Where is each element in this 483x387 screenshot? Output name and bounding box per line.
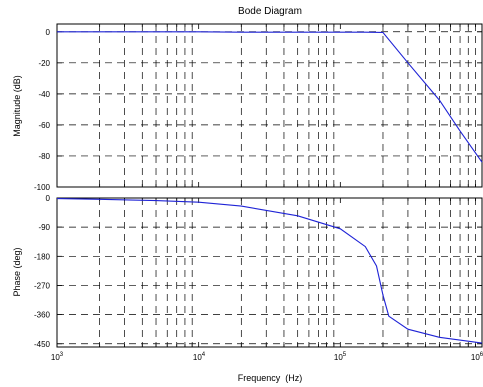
magnitude-plot-area: [57, 24, 483, 187]
phase-tick-label: -270: [34, 281, 51, 290]
magnitude-tick-label: -20: [38, 59, 50, 68]
phase-ticks: [56, 197, 482, 347]
frequency-tick-label: 103: [51, 352, 64, 362]
phase-series-line: [56, 198, 483, 344]
frequency-tick-label: 104: [193, 352, 206, 362]
magnitude-ticks: [56, 24, 482, 188]
frequency-tick-label: 105: [334, 352, 347, 362]
phase-tick-label: -450: [34, 340, 51, 349]
phase-axis-label: Phase (deg): [12, 247, 22, 296]
magnitude-series-line: [57, 31, 483, 163]
magnitude-tick-label: -60: [38, 121, 50, 130]
magnitude-tick-labels: 0 -20 -40 -60 -80 -100: [34, 28, 51, 192]
magnitude-tick-label: -80: [38, 152, 50, 161]
phase-tick-labels: 0 -90 -180 -270 -360 -450: [34, 194, 51, 349]
frequency-axis-label: Frequency (Hz): [238, 373, 303, 383]
magnitude-panel: 0 -20 -40 -60 -80 -100 Magnitude (dB): [12, 23, 483, 192]
magnitude-axes-frame: [56, 23, 483, 188]
phase-tick-label: -90: [38, 223, 50, 232]
phase-panel: 0 -90 -180 -270 -360 -450 Phase (deg): [12, 194, 483, 349]
magnitude-tick-label: 0: [46, 28, 51, 37]
magnitude-tick-label: -40: [38, 90, 50, 99]
frequency-tick-labels: 103 104 105 106: [51, 352, 483, 362]
chart-title: Bode Diagram: [238, 6, 302, 17]
magnitude-axis-label: Magnitude (dB): [12, 75, 22, 137]
phase-tick-label: -360: [34, 311, 51, 320]
magnitude-grid: [57, 24, 482, 187]
phase-grid: [57, 198, 482, 347]
phase-tick-label: -180: [34, 252, 51, 261]
magnitude-tick-label: -100: [34, 183, 51, 192]
frequency-tick-label: 106: [471, 352, 483, 362]
phase-axes-frame: [56, 197, 483, 348]
phase-tick-label: 0: [46, 194, 51, 203]
phase-plot-area: [57, 198, 483, 347]
